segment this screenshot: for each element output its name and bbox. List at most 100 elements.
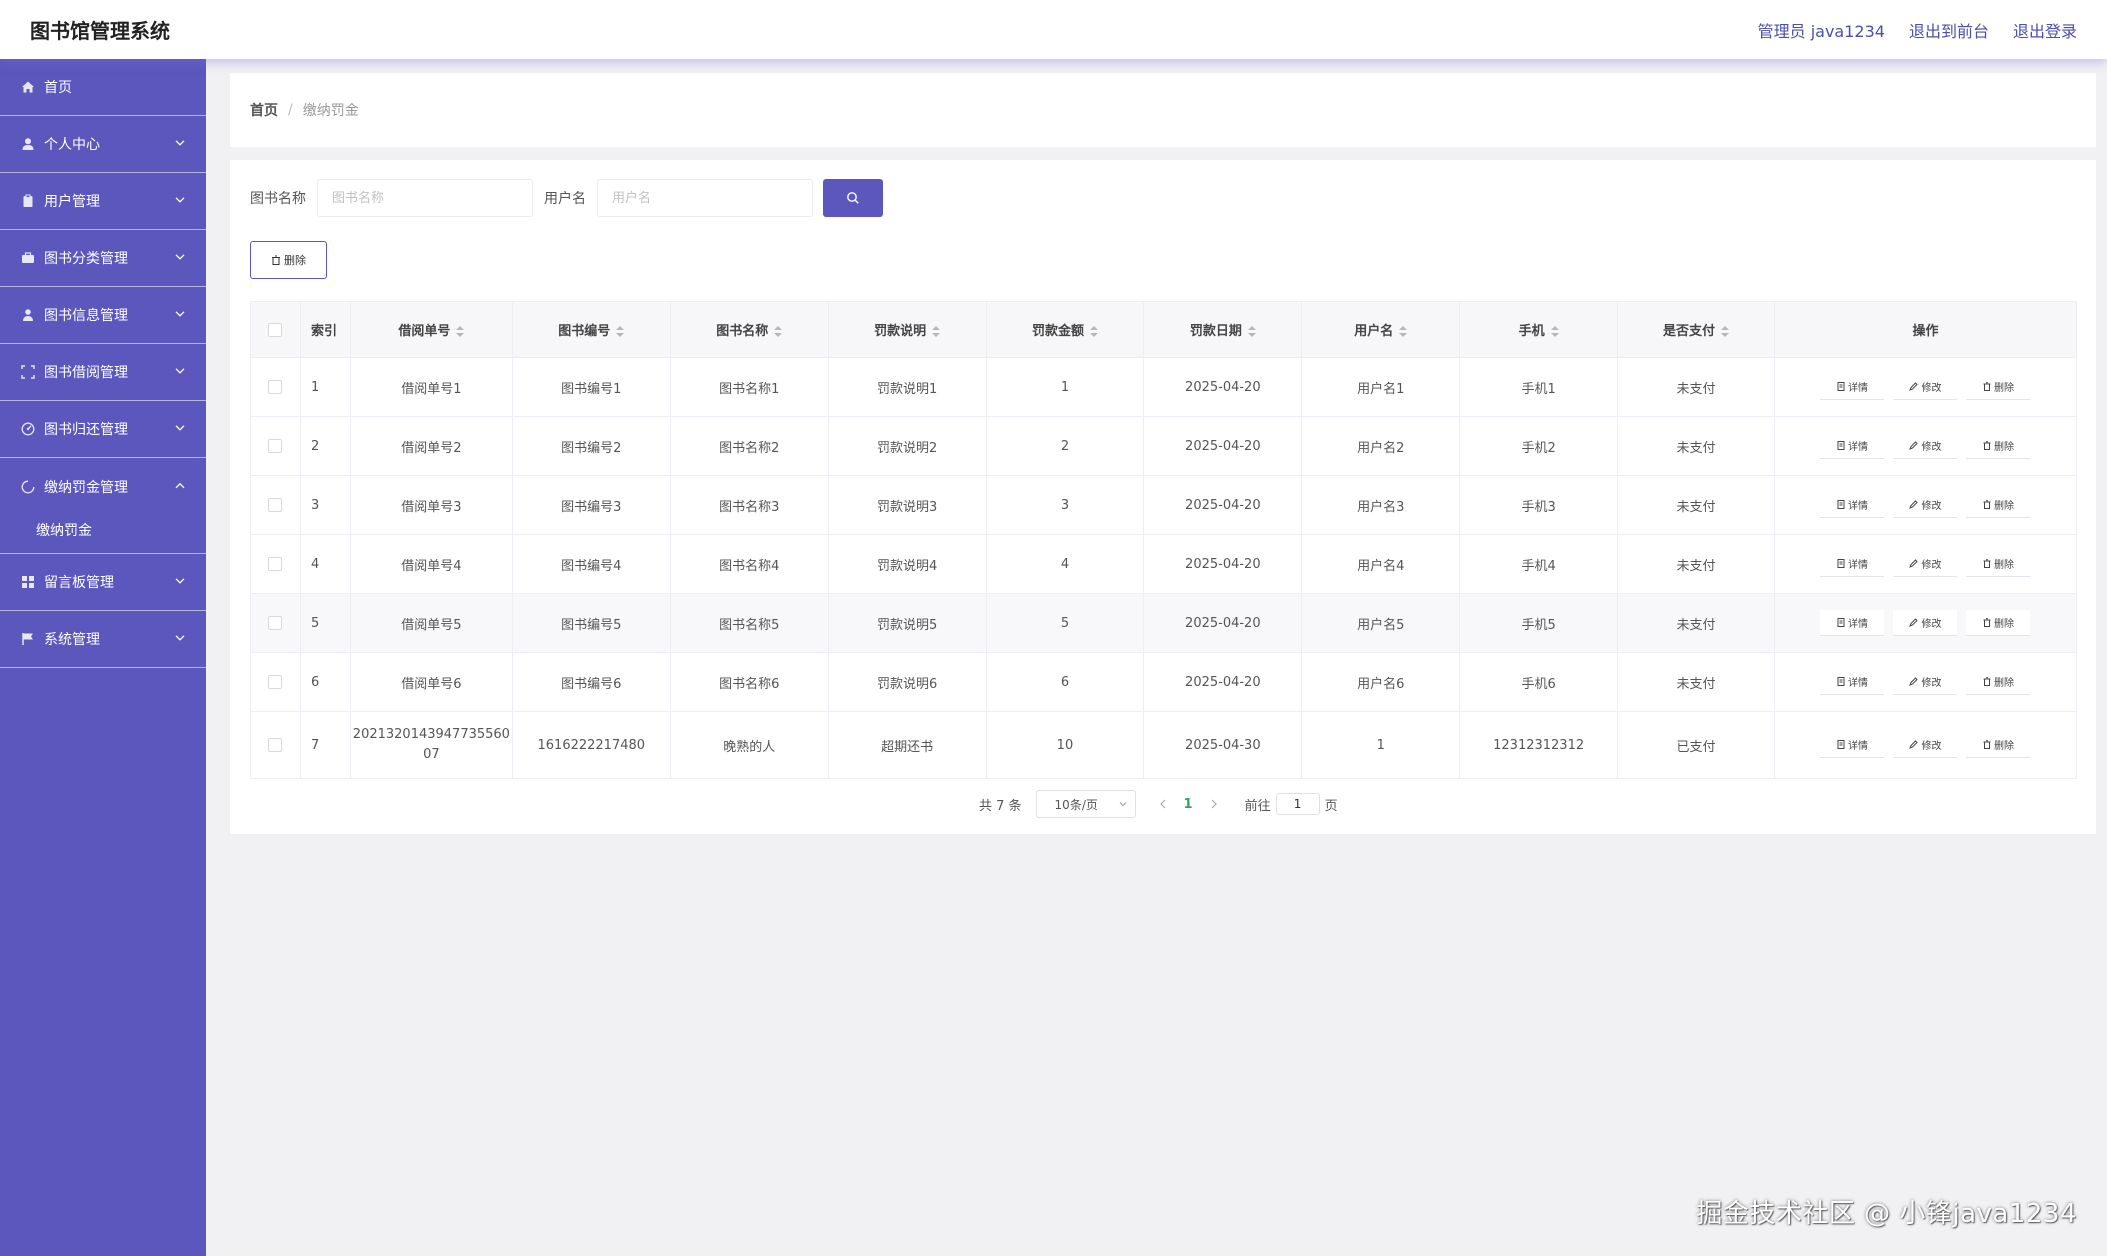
username-cell: 用户名3 [1301, 475, 1461, 535]
delete-button[interactable]: 删除 [1966, 551, 2031, 577]
index-cell: 6 [300, 652, 351, 712]
sidebar-item-label: 图书借阅管理 [44, 365, 128, 381]
edit-button[interactable]: 修改 [1893, 374, 1958, 400]
admin-label[interactable]: 管理员 java1234 [1757, 21, 1885, 41]
book-name-cell: 晚熟的人 [670, 711, 829, 779]
detail-button[interactable]: 详情 [1820, 610, 1885, 636]
header-borrow-no[interactable]: 借阅单号 [350, 301, 513, 358]
select-all-checkbox[interactable] [268, 322, 283, 337]
delete-button[interactable]: 删除 [1966, 492, 2031, 518]
page-size-select[interactable]: 10条/页 [1035, 790, 1136, 818]
sidebar-item-user-management[interactable]: 用户管理 [0, 173, 206, 230]
sidebar-item-fine-management[interactable]: 缴纳罚金管理 [0, 458, 206, 515]
fine-amount-cell: 2 [986, 416, 1145, 476]
batch-delete-button[interactable]: 删除 [250, 241, 327, 279]
sidebar-item-label: 个人中心 [44, 137, 100, 153]
edit-button[interactable]: 修改 [1893, 610, 1958, 636]
fine-date-cell: 2025-04-20 [1143, 416, 1303, 476]
username-input[interactable] [597, 179, 813, 217]
username-cell: 用户名6 [1301, 652, 1461, 712]
sort-icon[interactable] [456, 326, 465, 337]
book-name-input[interactable] [317, 179, 533, 217]
delete-button[interactable]: 删除 [1966, 374, 2031, 400]
fine-date-cell: 2025-04-20 [1143, 534, 1303, 594]
header-book-name[interactable]: 图书名称 [670, 301, 829, 358]
header-book-no[interactable]: 图书编号 [512, 301, 671, 358]
prev-page-button[interactable] [1154, 790, 1172, 818]
sidebar-item-message-board[interactable]: 留言板管理 [0, 554, 206, 611]
row-checkbox[interactable] [268, 738, 283, 752]
borrow-no-cell: 借阅单号1 [350, 357, 513, 417]
breadcrumb-home[interactable]: 首页 [250, 103, 278, 119]
sort-icon[interactable] [774, 326, 783, 337]
sort-icon[interactable] [932, 326, 941, 337]
detail-button[interactable]: 详情 [1820, 374, 1885, 400]
edit-icon [1909, 618, 1919, 627]
row-checkbox[interactable] [268, 498, 283, 512]
fines-table: 索引 借阅单号 图书编号 图书名称 罚款说明 罚款金额 罚款日期 用户名 手机 … [250, 301, 2078, 779]
goto-page-input[interactable] [1275, 793, 1320, 815]
sidebar-item-system-management[interactable]: 系统管理 [0, 611, 206, 668]
sidebar-subitem-pay-fine[interactable]: 缴纳罚金 [0, 507, 206, 554]
sidebar-item-book-info[interactable]: 图书信息管理 [0, 287, 206, 344]
table-row: 2 借阅单号2 图书编号2 图书名称2 罚款说明2 2 2025-04-20 用户名2 手机2 未… [250, 416, 2078, 476]
grid-icon [20, 575, 35, 590]
page-number-current[interactable]: 1 [1183, 796, 1193, 812]
fine-note-cell: 罚款说明3 [828, 475, 987, 535]
actions-cell: 详情 修改 删除 [1774, 652, 2078, 712]
row-checkbox[interactable] [268, 380, 283, 394]
logout-link[interactable]: 退出登录 [2012, 21, 2077, 41]
index-cell: 4 [300, 534, 351, 594]
sidebar-item-personal-center[interactable]: 个人中心 [0, 116, 206, 173]
fine-date-cell: 2025-04-20 [1143, 652, 1303, 712]
sidebar-item-home[interactable]: 首页 [0, 59, 206, 116]
sidebar-item-book-borrow[interactable]: 图书借阅管理 [0, 344, 206, 401]
edit-button[interactable]: 修改 [1893, 551, 1958, 577]
sort-icon[interactable] [1399, 326, 1408, 337]
header-username[interactable]: 用户名 [1301, 301, 1461, 358]
header-fine-date[interactable]: 罚款日期 [1143, 301, 1303, 358]
delete-button[interactable]: 删除 [1966, 433, 2031, 459]
delete-button[interactable]: 删除 [1966, 610, 2031, 636]
sort-icon[interactable] [1721, 326, 1730, 337]
edit-button[interactable]: 修改 [1893, 492, 1958, 518]
sort-icon[interactable] [616, 326, 625, 337]
header-fine-amount[interactable]: 罚款金额 [986, 301, 1145, 358]
delete-label: 删除 [1993, 442, 2014, 453]
header-label: 借阅单号 [398, 324, 451, 339]
row-checkbox[interactable] [268, 439, 283, 453]
header-fine-note[interactable]: 罚款说明 [828, 301, 987, 358]
row-checkbox[interactable] [268, 616, 283, 630]
detail-button[interactable]: 详情 [1820, 551, 1885, 577]
search-button[interactable] [823, 179, 883, 217]
search-bar: 图书名称 用户名 [250, 179, 883, 217]
sidebar-item-book-category[interactable]: 图书分类管理 [0, 230, 206, 287]
detail-button[interactable]: 详情 [1820, 669, 1885, 695]
person-icon [20, 308, 35, 323]
sort-icon[interactable] [1550, 326, 1559, 337]
detail-label: 详情 [1847, 383, 1868, 394]
fine-date-cell: 2025-04-20 [1143, 475, 1303, 535]
edit-button[interactable]: 修改 [1893, 732, 1958, 758]
header-paid[interactable]: 是否支付 [1617, 301, 1775, 358]
row-checkbox[interactable] [268, 675, 283, 689]
fine-date-cell: 2025-04-30 [1143, 711, 1303, 779]
sort-icon[interactable] [1247, 326, 1256, 337]
watermark: 掘金技术社区 @ 小锋java1234 [1696, 1199, 2077, 1229]
header-phone[interactable]: 手机 [1459, 301, 1619, 358]
edit-button[interactable]: 修改 [1893, 433, 1958, 459]
sidebar-item-label: 图书归还管理 [44, 422, 128, 438]
detail-label: 详情 [1847, 442, 1868, 453]
sort-icon[interactable] [1089, 326, 1098, 337]
delete-button[interactable]: 删除 [1966, 669, 2031, 695]
next-page-button[interactable] [1205, 790, 1223, 818]
edit-button[interactable]: 修改 [1893, 669, 1958, 695]
detail-button[interactable]: 详情 [1820, 732, 1885, 758]
detail-button[interactable]: 详情 [1820, 492, 1885, 518]
exit-to-front-link[interactable]: 退出到前台 [1908, 21, 1989, 41]
username-label: 用户名 [544, 191, 586, 207]
delete-button[interactable]: 删除 [1966, 732, 2031, 758]
row-checkbox[interactable] [268, 557, 283, 571]
sidebar-item-book-return[interactable]: 图书归还管理 [0, 401, 206, 458]
detail-button[interactable]: 详情 [1820, 433, 1885, 459]
